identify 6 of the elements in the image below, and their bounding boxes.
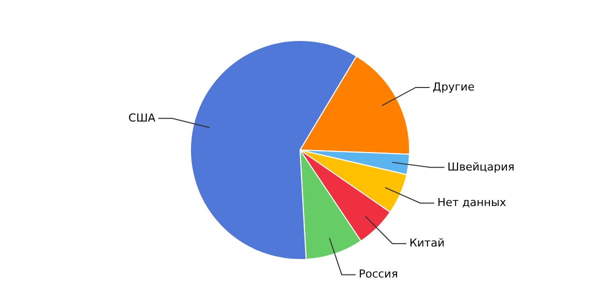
slice-label: Швейцария xyxy=(447,160,514,174)
slice-label: Нет данных xyxy=(437,196,507,209)
slice-label: США xyxy=(128,111,156,124)
slice-label: Россия xyxy=(358,268,398,281)
slice-label: Китай xyxy=(409,236,445,250)
slice-label: Другие xyxy=(432,80,475,94)
